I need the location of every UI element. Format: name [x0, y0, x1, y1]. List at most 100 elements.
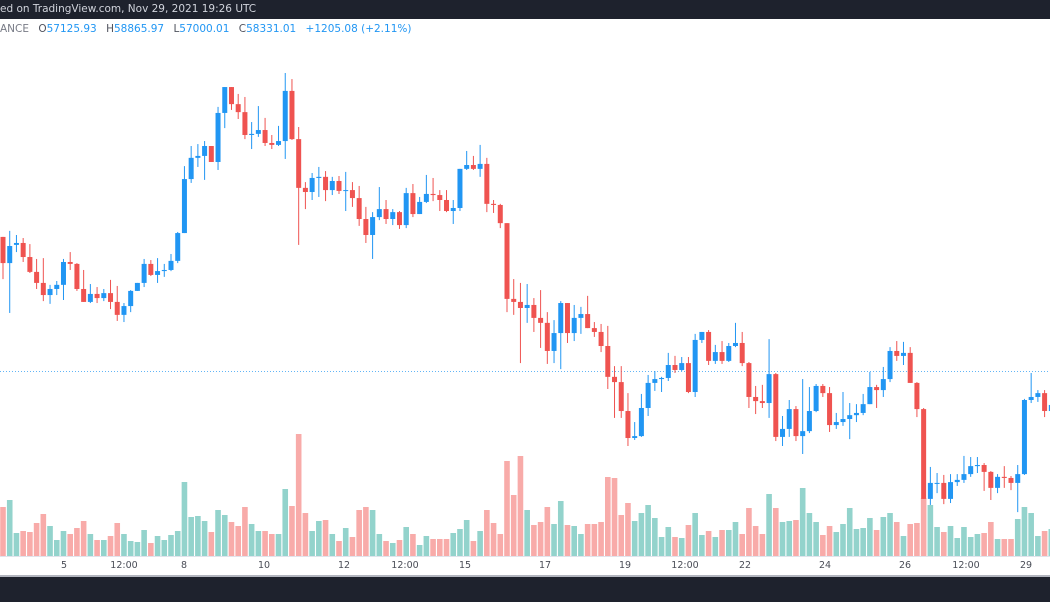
candle-down — [384, 200, 389, 224]
candle-body — [955, 480, 960, 482]
volume-bar — [1001, 539, 1007, 556]
volume-bar — [424, 536, 430, 556]
candle-down — [793, 406, 798, 441]
volume-bar — [860, 528, 866, 556]
candle-up — [699, 332, 704, 343]
ohlc-legend: ANCE O57125.93 H58865.97 L57000.01 C5833… — [0, 21, 411, 37]
volume-bar — [934, 527, 940, 556]
volume-bar — [592, 524, 598, 556]
candle-up — [330, 177, 335, 195]
x-tick-label: 22 — [739, 560, 751, 571]
volume-bar — [289, 506, 295, 556]
volume-bar — [840, 524, 846, 556]
candle-body — [861, 404, 866, 413]
candle-up — [189, 146, 194, 183]
candle-body — [229, 87, 234, 104]
candle-up — [861, 394, 866, 415]
candle-down — [491, 200, 496, 213]
candle-body — [827, 393, 832, 425]
candle-down — [431, 178, 436, 201]
volume-bar — [679, 538, 685, 556]
volume-bar — [914, 523, 920, 556]
candle-body — [888, 351, 893, 379]
candle-down — [108, 280, 113, 309]
volume-bar — [1022, 507, 1028, 556]
volume-bar — [1008, 539, 1014, 556]
volume-bar — [948, 526, 954, 556]
candle-body — [175, 233, 180, 261]
candle-body — [908, 353, 913, 383]
volume-bar — [639, 513, 645, 556]
volume-bar — [457, 529, 463, 556]
candle-body — [189, 158, 194, 179]
volume-bar — [686, 525, 692, 556]
volume-bar — [497, 534, 503, 556]
candle-down — [505, 223, 510, 312]
volume-bar — [854, 529, 860, 556]
candle-down — [820, 384, 825, 397]
volume-bar — [235, 526, 241, 556]
volume-bar — [780, 522, 786, 556]
candle-up — [807, 387, 812, 433]
volume-bar — [182, 482, 188, 556]
candle-body — [982, 465, 987, 472]
volume-bar — [699, 535, 705, 556]
candle-body — [498, 205, 503, 223]
volume-bar — [807, 513, 813, 556]
volume-bar — [74, 528, 80, 556]
candle-body — [941, 483, 946, 499]
volume-bar — [793, 520, 799, 556]
volume-bar — [256, 531, 262, 556]
candle-body — [605, 346, 610, 377]
candle-body — [377, 209, 382, 217]
volume-bar — [141, 530, 147, 556]
candle-down — [350, 182, 355, 207]
volume-bar — [262, 531, 268, 556]
candle-up — [935, 473, 940, 493]
volume-bar — [168, 535, 174, 556]
candle-down — [612, 366, 617, 418]
volume-bar — [20, 531, 26, 556]
volume-bar — [437, 539, 443, 556]
candle-down — [706, 330, 711, 365]
volume-bar — [713, 537, 719, 556]
volume-bar — [397, 540, 403, 556]
candle-down — [982, 463, 987, 491]
volume-bar — [1028, 513, 1034, 556]
candle-up — [814, 384, 819, 412]
volume-bar — [719, 530, 725, 556]
candle-body — [162, 270, 167, 271]
volume-bar — [296, 434, 302, 556]
candle-up — [343, 172, 348, 211]
candle-up — [659, 377, 664, 392]
volume-bar — [276, 534, 282, 556]
candle-up — [800, 379, 805, 454]
candle-up — [195, 144, 200, 167]
candle-body — [316, 177, 321, 178]
volume-bar — [27, 532, 33, 556]
volume-bar — [665, 527, 671, 556]
volume-bar — [114, 523, 120, 556]
volume-bar — [222, 515, 228, 556]
candle-up — [175, 232, 180, 263]
time-axis[interactable]: 5 12:00 8 10 12 12:00 15 17 19 12:00 22 … — [0, 556, 1050, 577]
candle-down — [531, 298, 536, 332]
candle-up — [841, 392, 846, 426]
candle-down — [410, 184, 415, 217]
candle-body — [921, 409, 926, 499]
candle-body — [148, 264, 153, 275]
candle-up — [249, 122, 254, 149]
candle-body — [491, 204, 496, 205]
candle-body — [901, 353, 906, 356]
volume-bar — [41, 514, 47, 556]
candle-body — [169, 261, 174, 270]
volume-bar — [753, 526, 759, 556]
volume-bar — [874, 530, 880, 556]
candle-body — [874, 387, 879, 390]
candlestick-chart[interactable] — [0, 0, 1050, 556]
volume-bar — [625, 503, 631, 556]
candle-up — [558, 301, 563, 369]
candle-body — [639, 408, 644, 436]
candle-body — [652, 379, 657, 383]
volume-bar — [545, 507, 551, 556]
